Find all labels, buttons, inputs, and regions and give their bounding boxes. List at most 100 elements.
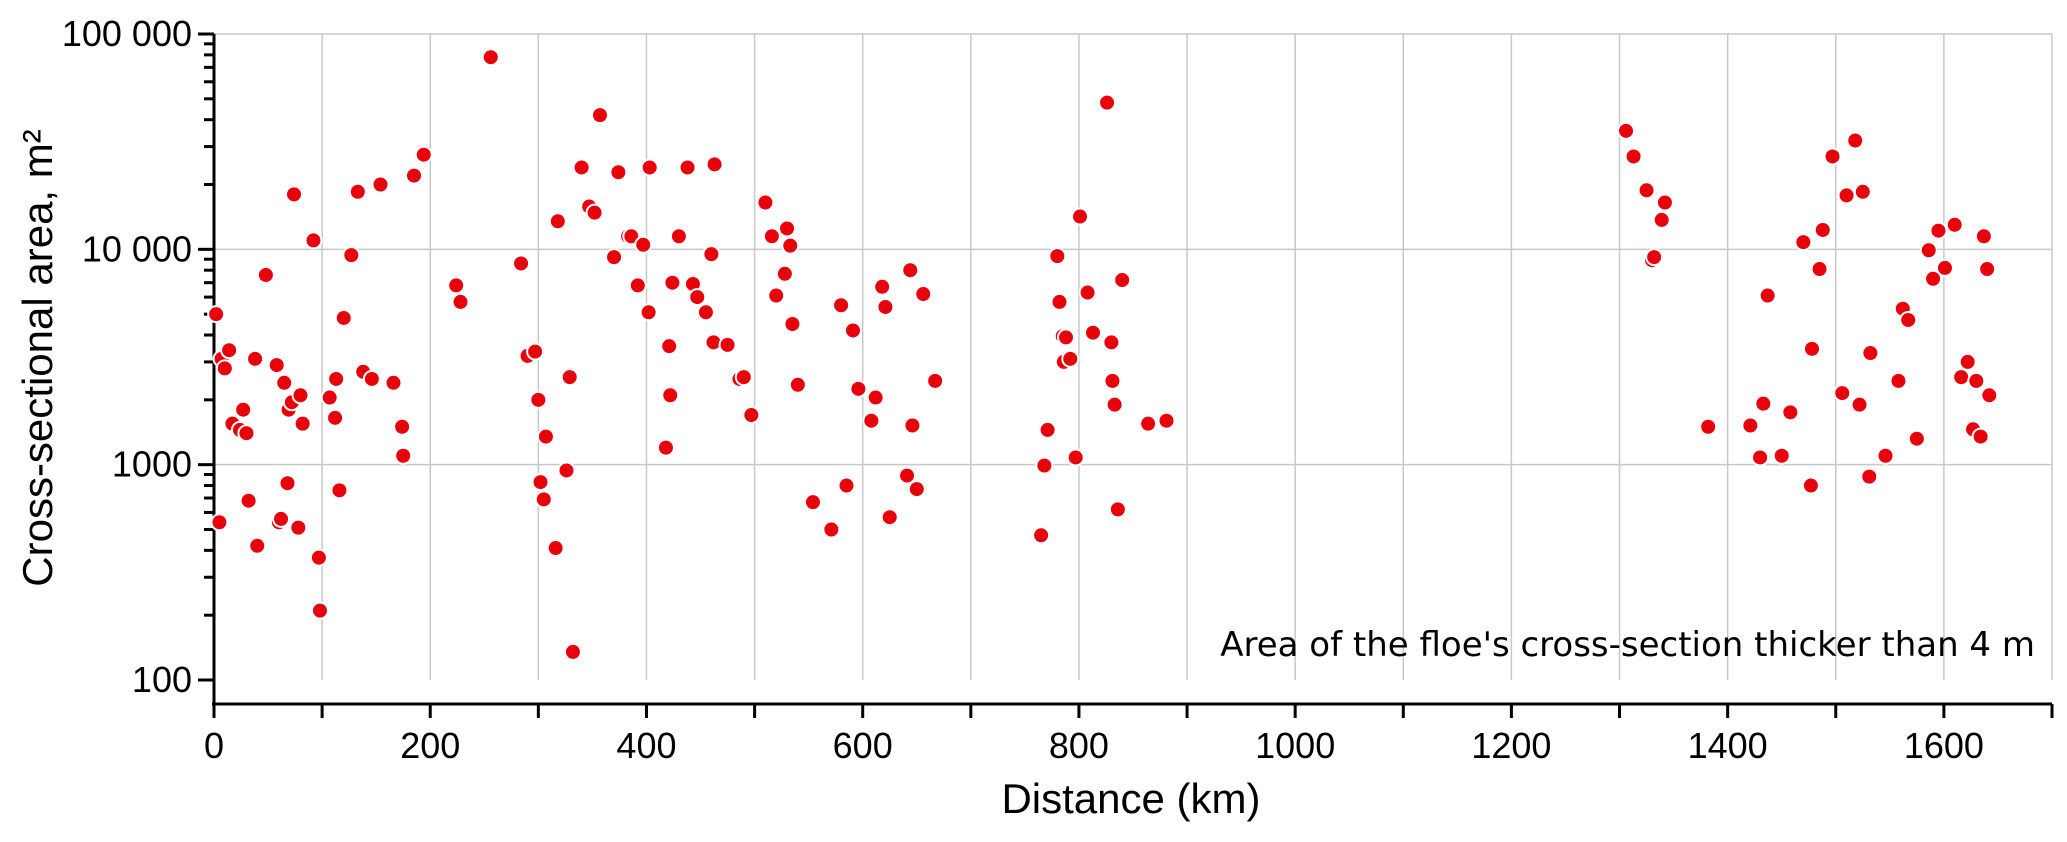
data-point	[1105, 395, 1124, 414]
data-point	[832, 296, 851, 315]
data-point	[451, 292, 470, 311]
data-point	[622, 227, 641, 246]
data-point	[1061, 349, 1080, 368]
data-point	[1772, 446, 1791, 465]
data-point	[384, 373, 403, 392]
x-tick-label: 0	[204, 725, 224, 766]
data-point	[1907, 429, 1926, 448]
data-point	[1823, 147, 1842, 166]
axes	[212, 34, 2052, 706]
x-tick-label: 400	[616, 725, 676, 766]
data-point	[1971, 427, 1990, 446]
data-point	[640, 158, 659, 177]
data-point	[560, 368, 579, 387]
data-point	[275, 373, 294, 392]
data-point	[1103, 371, 1122, 390]
data-point	[563, 642, 582, 661]
data-point	[1861, 344, 1880, 363]
data-point	[1139, 414, 1158, 433]
chart-annotation: Area of the floe's cross-section thicker…	[1220, 625, 2035, 665]
axis-ticks: 0 200 400 600 800 1000 1200 1400 1600 100 1000 10 0…	[62, 13, 2054, 766]
data-point	[678, 158, 697, 177]
data-point	[1794, 233, 1813, 252]
data-point	[702, 245, 721, 264]
x-axis-title: Distance (km)	[1001, 775, 1260, 822]
data-point	[609, 163, 628, 182]
x-tick-label: 200	[400, 725, 460, 766]
data-point	[304, 231, 323, 250]
data-point	[1929, 221, 1948, 240]
data-point	[742, 406, 761, 425]
data-point	[1655, 193, 1674, 212]
data-point	[246, 349, 265, 368]
data-point	[1758, 286, 1777, 305]
data-point	[1699, 417, 1718, 436]
data-point	[1617, 121, 1636, 140]
data-point	[534, 490, 553, 509]
data-point	[718, 335, 737, 354]
data-point	[220, 341, 239, 360]
data-point	[901, 261, 920, 280]
data-point	[215, 359, 234, 378]
data-point	[239, 491, 258, 510]
data-point	[669, 227, 688, 246]
data-point	[639, 303, 658, 322]
y-tick-label: 10 000	[82, 228, 192, 269]
data-point	[903, 416, 922, 435]
data-point	[1113, 271, 1132, 290]
data-point	[548, 212, 567, 231]
y-axis-title: Cross-sectional area, m²	[14, 129, 61, 586]
data-point	[512, 254, 531, 273]
data-point	[326, 408, 345, 427]
data-point	[1032, 526, 1051, 545]
data-point	[1919, 241, 1938, 260]
data-point	[320, 388, 339, 407]
data-point	[1967, 371, 1986, 390]
data-point	[342, 246, 361, 265]
y-tick-label: 100	[132, 659, 192, 700]
data-point	[393, 417, 412, 436]
data-point	[310, 601, 329, 620]
data-point	[1056, 328, 1075, 347]
data-point	[272, 509, 291, 528]
data-point	[688, 288, 707, 307]
data-point	[1837, 186, 1856, 205]
data-point	[237, 424, 256, 443]
y-tick-label: 100 000	[62, 13, 192, 54]
data-point	[1624, 147, 1643, 166]
data-point	[1924, 269, 1943, 288]
data-point	[1801, 476, 1820, 495]
data-point	[546, 539, 565, 558]
data-points	[207, 48, 1999, 661]
data-point	[822, 520, 841, 539]
data-point	[1741, 416, 1760, 435]
data-point	[767, 286, 786, 305]
data-point	[876, 297, 895, 316]
data-point	[1899, 310, 1918, 329]
data-point	[1071, 207, 1090, 226]
data-point	[278, 474, 297, 493]
data-point	[1853, 182, 1872, 201]
data-point	[210, 513, 229, 532]
data-point	[1754, 394, 1773, 413]
data-point	[1978, 260, 1997, 279]
data-point	[783, 315, 802, 334]
x-tick-label: 1000	[1255, 725, 1335, 766]
data-point	[1958, 352, 1977, 371]
data-point	[880, 508, 899, 527]
data-point	[394, 446, 413, 465]
data-point	[843, 321, 862, 340]
data-point	[1157, 411, 1176, 430]
data-point	[634, 235, 653, 254]
data-point	[775, 264, 794, 283]
data-point	[529, 390, 548, 409]
data-point	[705, 155, 724, 174]
data-point	[414, 145, 433, 164]
data-point	[1810, 260, 1829, 279]
data-point	[348, 182, 367, 201]
data-point	[926, 371, 945, 390]
data-point	[447, 276, 466, 295]
data-point	[1781, 403, 1800, 422]
data-point	[1078, 283, 1097, 302]
